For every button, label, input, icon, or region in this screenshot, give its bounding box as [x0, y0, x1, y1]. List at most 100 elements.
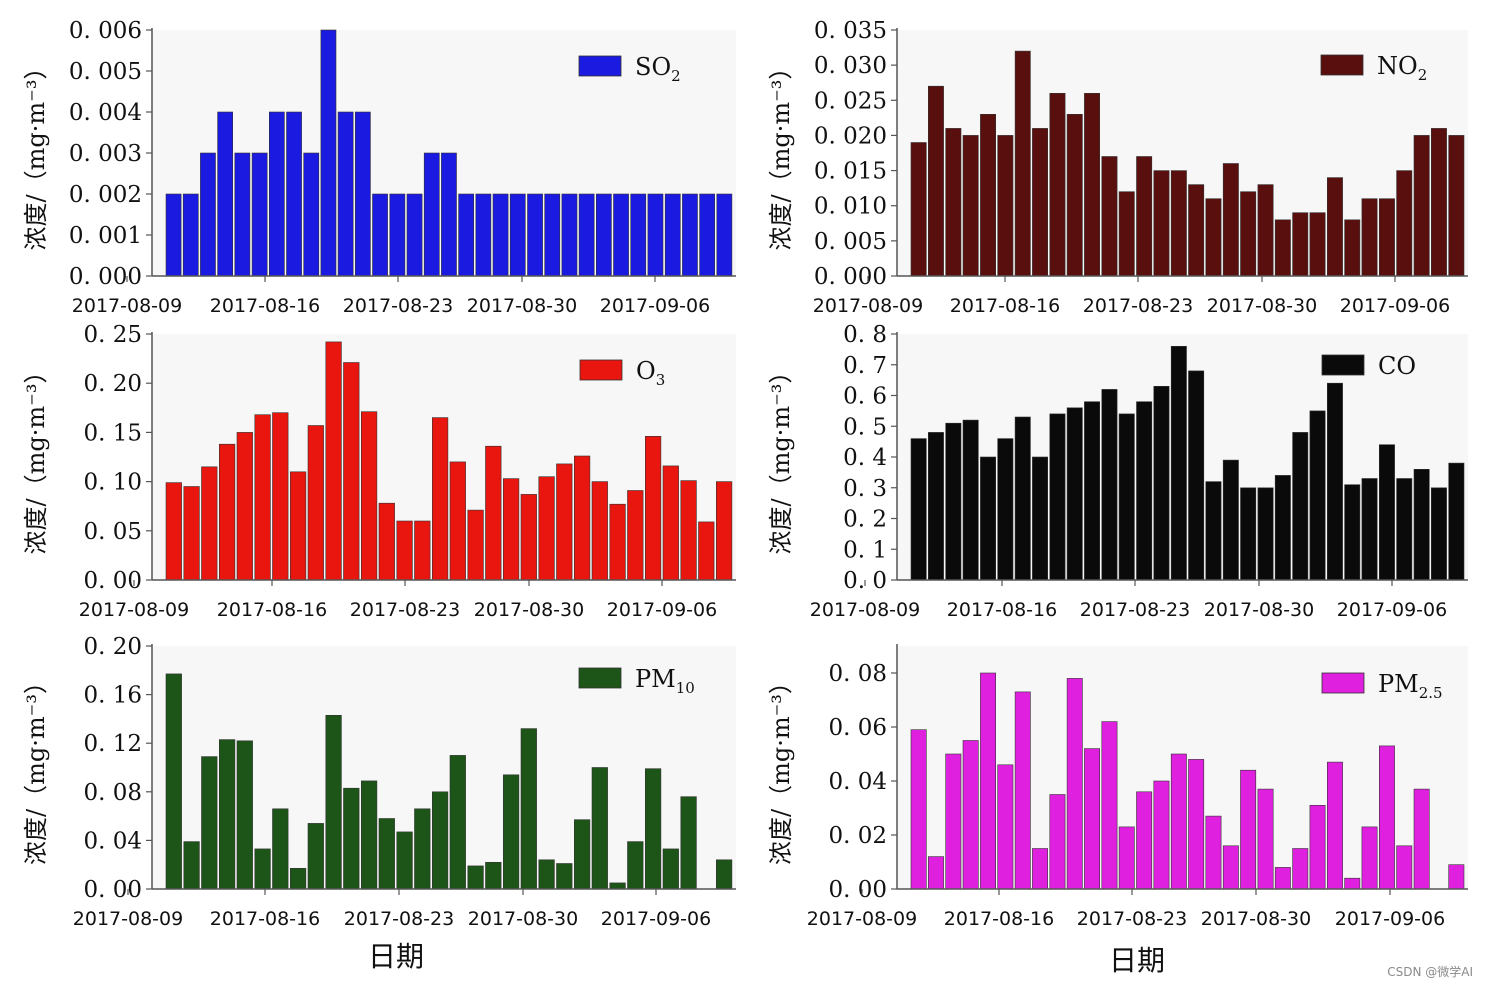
bar-32: [1448, 135, 1465, 277]
x-tick-label: 2017-08-23: [1083, 295, 1193, 317]
bar-12: [360, 780, 378, 890]
y-tick-label: 0. 04: [83, 828, 142, 854]
bar-22: [538, 859, 555, 890]
bar-30: [664, 193, 681, 277]
bar-29: [1396, 478, 1413, 581]
x-tick-label: 2017-09-06: [600, 295, 710, 317]
bar-25: [1327, 761, 1343, 890]
x-tick-label: 2017-08-30: [474, 599, 584, 621]
x-tick-label: 2017-08-09: [72, 295, 182, 317]
y-tick-label: 0. 1: [843, 537, 887, 563]
bar-12: [1101, 389, 1118, 581]
bar-17: [449, 755, 466, 890]
y-tick-label: 0. 04: [828, 769, 887, 795]
bar-30: [1413, 788, 1430, 890]
bar-10: [320, 29, 337, 277]
bar-13: [378, 502, 395, 581]
bar-15: [1153, 385, 1170, 581]
bar-12: [354, 111, 371, 277]
bar-11: [1084, 401, 1101, 581]
bar-9: [307, 425, 324, 581]
y-tick-label: 0. 00: [828, 877, 887, 903]
x-tick-label: 2017-08-30: [1201, 908, 1311, 930]
y-tick-label: 0. 000: [69, 264, 142, 290]
bar-19: [1222, 459, 1239, 581]
bar-5: [980, 114, 997, 277]
bar-32: [699, 193, 715, 277]
bar-11: [343, 362, 360, 581]
y-tick-label: 0. 4: [843, 445, 887, 471]
bar-21: [509, 193, 526, 277]
bar-25: [1327, 382, 1343, 581]
bar-21: [1257, 788, 1274, 890]
bar-10: [1066, 114, 1083, 277]
bar-21: [1257, 487, 1274, 581]
legend-swatch: [1321, 672, 1365, 694]
bar-29: [647, 193, 664, 277]
y-tick-label: 0. 25: [83, 322, 142, 348]
bar-31: [682, 193, 698, 277]
y-tick-label: 0. 6: [843, 384, 887, 410]
y-tick-label: 0. 08: [83, 780, 142, 806]
bar-28: [1379, 198, 1395, 277]
bar-2: [927, 85, 944, 277]
bar-19: [485, 445, 502, 581]
bar-28: [1379, 444, 1395, 581]
bar-8: [286, 111, 302, 277]
bar-28: [1379, 745, 1395, 890]
y-tick-label: 0. 08: [828, 661, 887, 687]
y-tick-label: 0. 030: [814, 53, 887, 79]
bar-21: [520, 494, 537, 581]
bar-23: [544, 193, 561, 277]
bar-15: [414, 808, 431, 890]
bar-8: [1032, 456, 1049, 581]
bar-2: [927, 856, 944, 890]
bar-22: [538, 476, 555, 581]
bar-26: [1344, 484, 1361, 581]
legend-label: PM2.5: [1378, 670, 1443, 702]
bar-7: [1014, 691, 1031, 890]
bar-2: [182, 193, 199, 277]
bar-26: [609, 503, 626, 581]
y-tick-label: 0. 010: [814, 194, 887, 220]
bar-11: [1084, 748, 1101, 890]
legend-label: SO2: [635, 53, 681, 85]
bar-20: [1240, 191, 1257, 277]
bar-31: [698, 521, 715, 581]
y-axis-title: 浓度/（mg·m⁻³）: [767, 56, 795, 251]
bar-3: [945, 422, 962, 581]
bar-22: [1274, 867, 1291, 890]
y-tick-label: 0. 7: [843, 353, 887, 379]
bar-1: [910, 142, 927, 277]
bar-27: [613, 193, 629, 277]
bar-5: [236, 432, 253, 581]
bar-3: [201, 466, 218, 581]
bar-9: [1049, 794, 1066, 890]
bar-17: [1188, 759, 1205, 890]
chart-panel-2: 0. 000 0. 005 0. 010 0. 015 0. 020 0. 025 0. 0…: [767, 18, 1468, 317]
bar-19: [1222, 845, 1239, 890]
bar-6: [251, 152, 268, 277]
bar-18: [1205, 481, 1222, 581]
legend-swatch: [578, 667, 622, 689]
bar-4: [962, 740, 979, 890]
y-tick-label: 0. 025: [814, 88, 887, 114]
bar-4: [217, 111, 234, 277]
bar-16: [431, 417, 449, 581]
y-tick-label: 0. 20: [83, 634, 142, 660]
bar-4: [962, 419, 979, 581]
x-tick-label: 2017-08-23: [344, 908, 454, 930]
bar-6: [254, 414, 271, 581]
bar-31: [1431, 487, 1447, 581]
bar-9: [303, 152, 320, 277]
bar-25: [578, 193, 595, 277]
bar-1: [910, 438, 927, 581]
bar-14: [396, 520, 413, 581]
bar-7: [1014, 416, 1031, 581]
bar-11: [337, 111, 354, 277]
bar-26: [609, 882, 626, 890]
x-tick-label: 2017-09-06: [1335, 908, 1445, 930]
bar-30: [1413, 135, 1430, 277]
x-tick-label: 2017-08-30: [468, 908, 578, 930]
y-tick-label: 0. 3: [843, 476, 887, 502]
